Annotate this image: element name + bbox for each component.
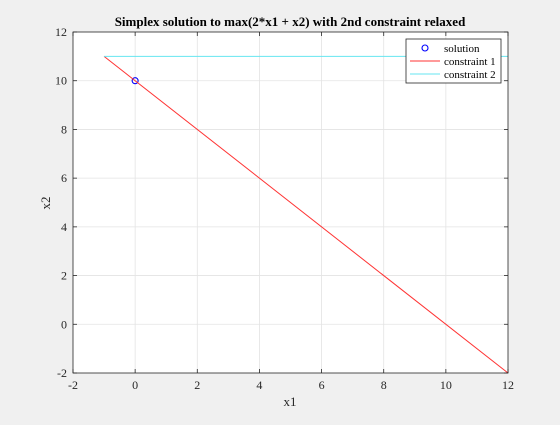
x-tick-label: 4: [256, 378, 262, 392]
y-tick-label: 2: [61, 269, 67, 283]
x-tick-label: 10: [440, 378, 452, 392]
x-axis-label: x1: [284, 394, 297, 409]
y-tick-label: 0: [61, 317, 67, 331]
y-axis-label: x2: [38, 197, 53, 210]
x-tick-label: 2: [194, 378, 200, 392]
chart-title: Simplex solution to max(2*x1 + x2) with …: [115, 14, 466, 29]
x-tick-label: -2: [68, 378, 78, 392]
x-tick-label: 8: [381, 378, 387, 392]
x-tick-label: 0: [132, 378, 138, 392]
y-tick-label: 4: [61, 220, 67, 234]
y-tick-label: 8: [61, 122, 67, 136]
legend-label: constraint 2: [444, 69, 496, 81]
legend-label: constraint 1: [444, 56, 496, 68]
y-tick-label: 10: [55, 74, 67, 88]
y-tick-label: 12: [55, 25, 67, 39]
legend-label: solution: [444, 43, 480, 55]
x-tick-label: 12: [502, 378, 514, 392]
y-tick-label: 6: [61, 171, 67, 185]
y-tick-label: -2: [57, 366, 67, 380]
x-tick-label: 6: [319, 378, 325, 392]
